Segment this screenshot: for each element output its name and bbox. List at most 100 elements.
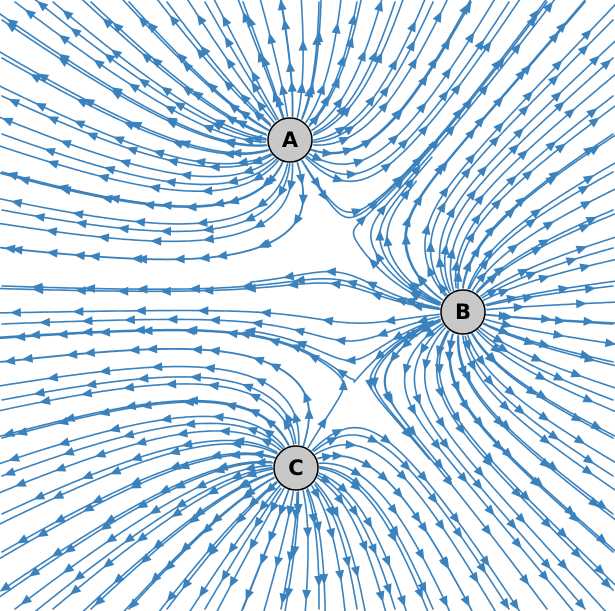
flow-arrow	[290, 344, 302, 352]
flow-arrow	[351, 467, 363, 477]
flow-arrow	[519, 574, 529, 586]
flow-arrow	[209, 316, 220, 325]
flow-arrow	[281, 19, 290, 31]
streamline	[297, 0, 303, 117]
flow-arrow	[52, 490, 64, 499]
flow-arrow	[268, 338, 280, 347]
flow-arrow	[86, 133, 98, 141]
flow-arrow	[123, 122, 135, 131]
flow-arrow	[242, 384, 254, 393]
flow-arrow	[524, 337, 536, 346]
flow-arrow	[278, 0, 287, 11]
flow-arrow	[414, 587, 422, 599]
flow-arrow	[274, 556, 283, 568]
flow-arrow	[466, 189, 476, 201]
flow-arrow	[82, 471, 94, 479]
flow-arrow	[411, 511, 421, 523]
flow-arrow	[228, 196, 240, 205]
flow-arrow	[149, 505, 161, 515]
flow-arrow	[514, 303, 525, 312]
flow-arrow	[583, 454, 595, 464]
flow-arrow	[172, 140, 184, 149]
flow-arrow	[55, 463, 67, 471]
flow-arrow	[39, 396, 51, 405]
flow-arrow	[76, 220, 88, 229]
flow-arrow	[47, 116, 59, 124]
flow-arrow	[359, 540, 367, 552]
flow-arrow	[553, 330, 565, 339]
flow-arrow	[439, 186, 449, 198]
flow-arrow	[84, 348, 95, 357]
flow-arrow	[530, 208, 542, 218]
flow-arrow	[8, 453, 20, 462]
flow-arrow	[408, 58, 417, 70]
flow-arrow	[197, 14, 207, 26]
flow-arrow	[469, 572, 479, 584]
flow-arrow	[135, 306, 146, 315]
flow-arrow	[413, 195, 423, 207]
flow-arrow	[578, 224, 590, 233]
flow-arrow	[426, 241, 435, 252]
flow-arrow	[160, 227, 171, 236]
streamline	[314, 435, 509, 609]
flow-arrow	[375, 230, 384, 241]
flow-arrow	[216, 251, 228, 260]
flow-arrow	[184, 326, 195, 335]
flow-arrow	[166, 315, 177, 324]
flow-arrow	[346, 440, 357, 449]
flow-arrow	[368, 51, 377, 63]
flow-arrow	[208, 382, 220, 391]
flow-arrow	[326, 437, 338, 446]
flow-arrow	[347, 170, 358, 179]
flow-arrow	[381, 163, 393, 173]
flow-arrow	[184, 419, 195, 428]
flow-arrow	[348, 14, 357, 26]
flow-arrow	[435, 417, 445, 429]
flow-arrow	[383, 583, 392, 595]
flow-arrow	[531, 353, 543, 362]
flow-arrow	[453, 527, 463, 539]
flow-arrow	[29, 567, 41, 577]
flow-arrow	[283, 272, 295, 281]
flow-arrow	[451, 260, 460, 272]
flow-arrow	[443, 475, 454, 486]
flow-arrow	[374, 0, 383, 12]
flow-arrow	[199, 586, 209, 598]
flow-arrow	[175, 499, 187, 509]
flow-arrow	[118, 225, 129, 234]
flow-arrow	[197, 306, 208, 315]
flow-arrow	[539, 434, 550, 444]
flow-arrow	[339, 379, 348, 390]
flow-arrow	[407, 21, 416, 33]
flow-arrow	[229, 103, 241, 113]
flow-arrow	[365, 379, 374, 391]
flow-arrow	[74, 571, 85, 581]
flow-arrow	[471, 246, 481, 258]
flow-arrow	[314, 576, 323, 587]
flow-arrow	[14, 332, 25, 341]
flow-arrow	[467, 360, 476, 372]
flow-arrow	[279, 504, 287, 516]
flow-arrow	[203, 234, 215, 243]
flow-arrow	[259, 500, 269, 511]
flow-arrow	[288, 81, 297, 92]
flow-arrow	[333, 97, 343, 109]
flow-arrow	[72, 307, 83, 316]
flow-arrow	[382, 555, 390, 567]
flow-arrow	[167, 158, 179, 167]
flow-arrow	[322, 453, 334, 462]
flow-arrow	[196, 218, 207, 227]
flow-arrow	[287, 180, 296, 192]
flow-arrow	[85, 380, 97, 389]
flow-arrow	[325, 267, 336, 276]
flow-arrow	[104, 166, 116, 175]
flow-arrow	[182, 86, 194, 96]
flow-arrow	[3, 428, 15, 437]
flow-arrow	[332, 174, 344, 183]
flow-arrow	[376, 328, 388, 337]
node-c-label: C	[288, 456, 303, 480]
flow-arrow	[342, 556, 351, 568]
flow-arrow	[109, 424, 121, 433]
flow-arrow	[335, 570, 344, 582]
flow-arrow	[191, 345, 202, 354]
